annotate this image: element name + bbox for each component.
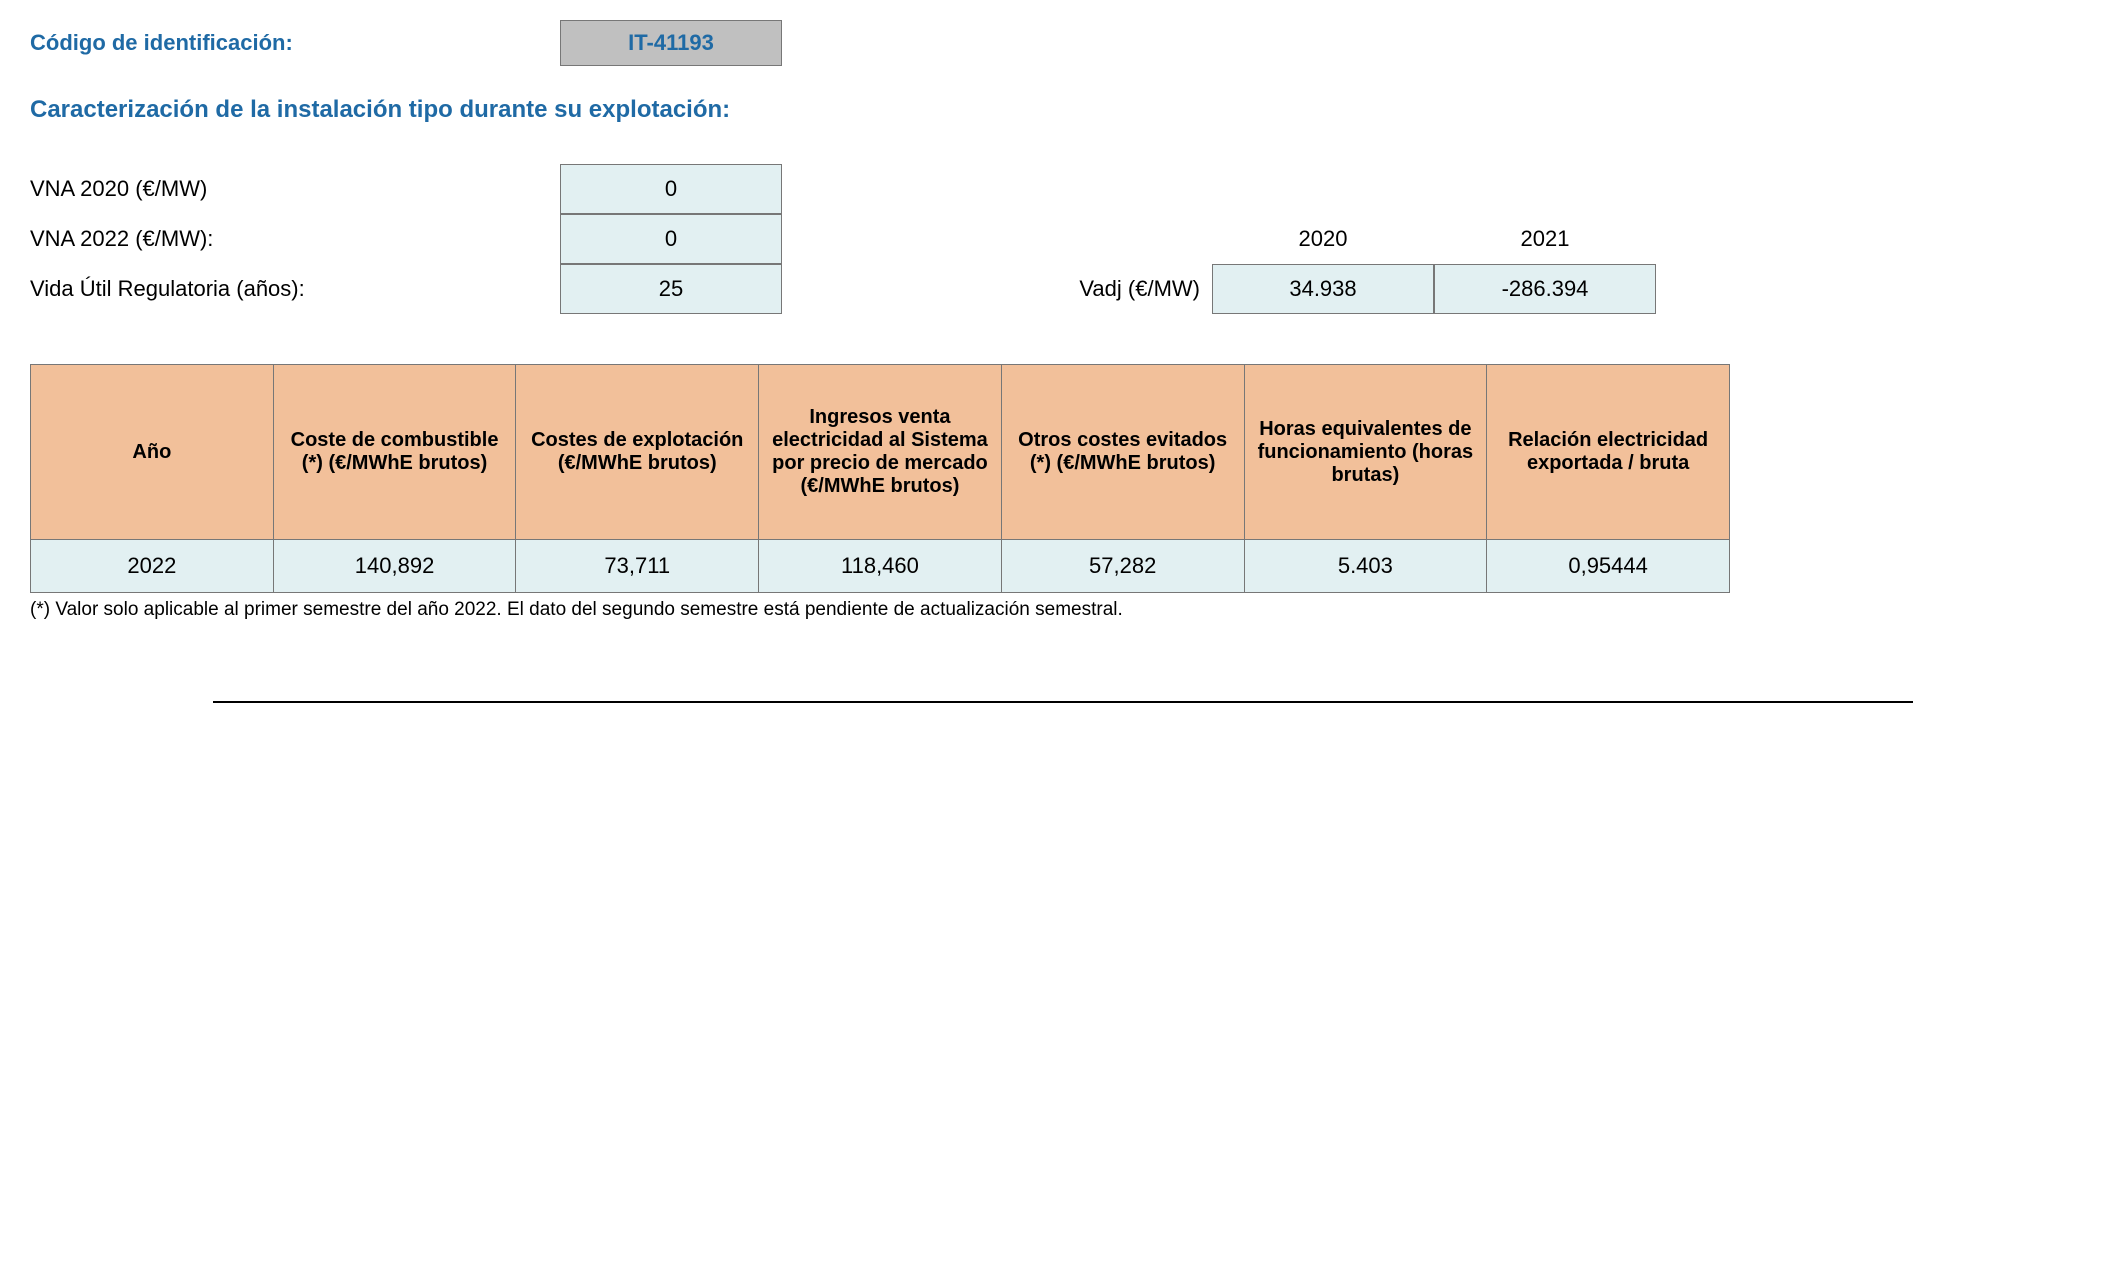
life-value: 25 bbox=[560, 264, 782, 314]
col-header: Coste de combustible (*) (€/MWhE brutos) bbox=[273, 365, 516, 540]
vadj-2021-value: -286.394 bbox=[1434, 264, 1656, 314]
footnote: (*) Valor solo aplicable al primer semes… bbox=[30, 599, 1730, 621]
code-label: Código de identificación: bbox=[30, 30, 560, 56]
col-header: Ingresos venta electricidad al Sistema p… bbox=[759, 365, 1002, 540]
year-2020-header: 2020 bbox=[1212, 215, 1434, 263]
table-header-row: Año Coste de combustible (*) (€/MWhE bru… bbox=[31, 365, 1730, 540]
vna2022-value: 0 bbox=[560, 214, 782, 264]
cell-revenue: 118,460 bbox=[759, 540, 1002, 593]
cell-avoided-cost: 57,282 bbox=[1001, 540, 1244, 593]
main-data-table: Año Coste de combustible (*) (€/MWhE bru… bbox=[30, 364, 1730, 593]
section-title: Caracterización de la instalación tipo d… bbox=[30, 96, 2096, 124]
table-row: 2022 140,892 73,711 118,460 57,282 5.403… bbox=[31, 540, 1730, 593]
cell-ratio: 0,95444 bbox=[1487, 540, 1730, 593]
vadj-label: Vadj (€/MW) bbox=[1052, 265, 1212, 313]
col-header: Horas equivalentes de funcionamiento (ho… bbox=[1244, 365, 1487, 540]
cell-hours: 5.403 bbox=[1244, 540, 1487, 593]
col-header: Relación electricidad exportada / bruta bbox=[1487, 365, 1730, 540]
divider bbox=[213, 701, 1913, 703]
params-grid: VNA 2020 (€/MW) 0 VNA 2022 (€/MW): 0 202… bbox=[30, 164, 2096, 314]
col-header: Año bbox=[31, 365, 274, 540]
col-header: Costes de explotación (€/MWhE brutos) bbox=[516, 365, 759, 540]
vadj-2020-value: 34.938 bbox=[1212, 264, 1434, 314]
col-header: Otros costes evitados (*) (€/MWhE brutos… bbox=[1001, 365, 1244, 540]
vna2022-label: VNA 2022 (€/MW): bbox=[30, 215, 560, 263]
year-2021-header: 2021 bbox=[1434, 215, 1656, 263]
cell-fuel-cost: 140,892 bbox=[273, 540, 516, 593]
cell-op-cost: 73,711 bbox=[516, 540, 759, 593]
vna2020-label: VNA 2020 (€/MW) bbox=[30, 165, 560, 213]
life-label: Vida Útil Regulatoria (años): bbox=[30, 265, 560, 313]
code-value-box: IT-41193 bbox=[560, 20, 782, 66]
vna2020-value: 0 bbox=[560, 164, 782, 214]
cell-year: 2022 bbox=[31, 540, 274, 593]
